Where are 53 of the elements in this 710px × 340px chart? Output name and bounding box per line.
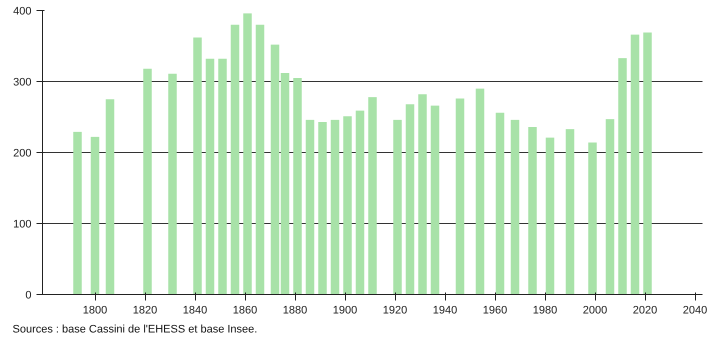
bar [393,120,402,294]
bar [143,68,152,294]
y-tick-label: 300 [13,76,32,88]
bar [496,112,504,294]
bar [456,98,464,294]
bar [206,58,214,294]
y-tick-label: 100 [13,218,32,230]
x-tick-label: 2000 [582,304,608,316]
bar [476,88,484,294]
bar [418,94,427,294]
bar [430,106,440,294]
bar [343,116,352,294]
bar [606,119,614,294]
y-tick-label: 0 [25,290,32,302]
bar [230,24,240,294]
bar [90,136,100,294]
bar [618,58,627,294]
bar [168,74,177,294]
bar [588,142,597,294]
bar [368,97,377,294]
x-tick-label: 2040 [682,304,708,316]
x-tick-label: 1860 [232,304,258,316]
bar [256,24,264,294]
x-tick-label: 1960 [482,304,508,316]
x-tick-label: 1800 [82,304,108,316]
bar [73,132,82,294]
bar [406,104,414,294]
source-note: Sources : base Cassini de l'EHESS et base Insee. [12,324,258,336]
y-tick-label: 200 [13,148,32,160]
bar [528,126,537,294]
x-tick-label: 1840 [182,304,208,316]
bar [243,13,252,294]
bar [306,120,314,294]
bar [330,120,340,294]
x-tick-label: 1940 [432,304,458,316]
bar [318,122,327,294]
bar [356,110,364,294]
bar [643,32,652,294]
x-tick-label: 1820 [132,304,158,316]
bar [630,34,640,294]
bar [546,138,554,294]
x-tick-label: 1900 [332,304,358,316]
bar [106,99,114,294]
bar [193,37,202,294]
bar [510,120,520,294]
bar [293,78,302,294]
x-tick-label: 2020 [632,304,658,316]
bar [218,58,227,294]
x-tick-label: 1880 [282,304,308,316]
x-tick-label: 1920 [382,304,408,316]
bar [566,129,574,294]
y-tick-label: 400 [13,6,32,18]
x-tick-label: 1980 [532,304,558,316]
